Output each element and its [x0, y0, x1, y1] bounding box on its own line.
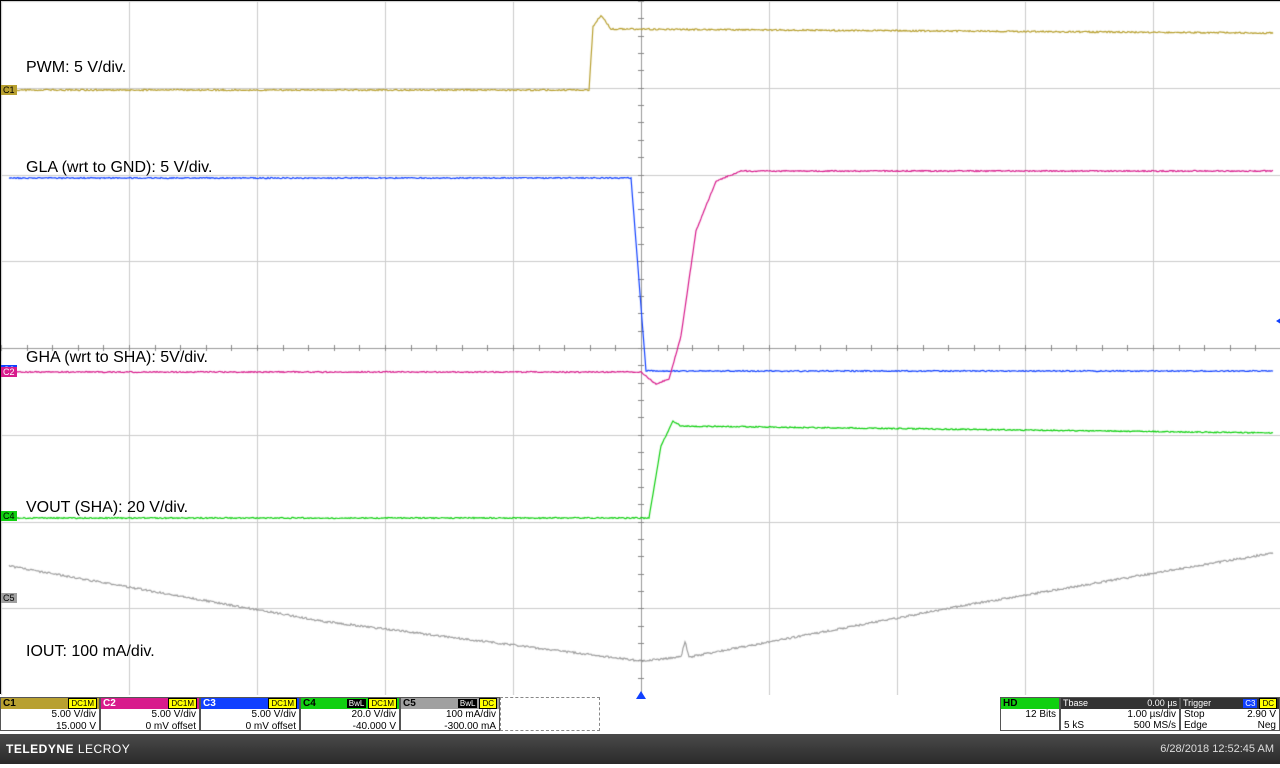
trace-label: GHA (wrt to SHA): 5V/div.	[26, 349, 208, 367]
empty-channel-slot[interactable]	[500, 697, 600, 731]
timebase-info[interactable]: Tbase0.00 µs1.00 µs/div5 kS500 MS/s	[1060, 697, 1180, 731]
hd-info[interactable]: HD12 Bits	[1000, 697, 1060, 731]
channel-marker-c5: C5	[1, 593, 17, 603]
waveform-canvas	[1, 1, 1280, 695]
trace-label: IOUT: 100 mA/div.	[26, 643, 155, 661]
waveform-display: C1C3C2C4C5 PWM: 5 V/div.GLA (wrt to GND)…	[0, 0, 1280, 694]
channel-info-c4[interactable]: C4BwLDC1M20.0 V/div-40.000 V	[300, 697, 400, 731]
brand-label: TELEDYNE LECROY	[6, 742, 130, 756]
footer-bar: TELEDYNE LECROY 6/28/2018 12:52:45 AM	[0, 734, 1280, 764]
channel-info-c1[interactable]: C1DC1M5.00 V/div15.000 V	[0, 697, 100, 731]
trace-label: PWM: 5 V/div.	[26, 59, 126, 77]
timestamp-label: 6/28/2018 12:52:45 AM	[1160, 743, 1274, 755]
channel-info-c2[interactable]: C2DC1M5.00 V/div0 mV offset	[100, 697, 200, 731]
channel-marker-c2: C2	[1, 367, 17, 377]
channel-info-bar: C1DC1M5.00 V/div15.000 VC2DC1M5.00 V/div…	[0, 697, 1280, 731]
trace-label: GLA (wrt to GND): 5 V/div.	[26, 159, 212, 177]
channel-info-c5[interactable]: C5BwLDC100 mA/div-300.00 mA	[400, 697, 500, 731]
trace-label: VOUT (SHA): 20 V/div.	[26, 499, 188, 517]
channel-marker-c4: C4	[1, 511, 17, 521]
oscilloscope-screenshot: C1C3C2C4C5 PWM: 5 V/div.GLA (wrt to GND)…	[0, 0, 1280, 768]
trigger-info[interactable]: TriggerC3DCStop2.90 VEdgeNeg	[1180, 697, 1280, 731]
trigger-level-marker-icon	[1276, 316, 1280, 326]
channel-marker-c1: C1	[1, 85, 17, 95]
channel-info-c3[interactable]: C3DC1M5.00 V/div0 mV offset	[200, 697, 300, 731]
